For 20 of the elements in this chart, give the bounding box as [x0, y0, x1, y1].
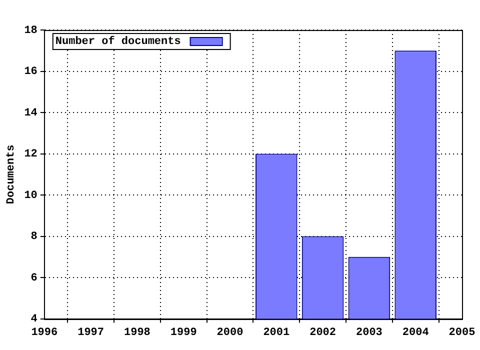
- y-tick-label: 16: [24, 66, 38, 78]
- x-tick-label: 2005: [448, 327, 476, 340]
- y-tick-label: 18: [24, 24, 38, 37]
- y-tick-label: 10: [24, 190, 38, 202]
- y-axis-title: Documents: [5, 144, 18, 204]
- y-tick-label: 12: [24, 148, 38, 161]
- x-tick-label: 2002: [310, 327, 336, 340]
- x-tick-label: 1997: [78, 327, 104, 340]
- x-tick-label: 1998: [124, 327, 151, 340]
- x-tick-label: 1999: [170, 327, 197, 340]
- x-tick-label: 1996: [31, 327, 58, 340]
- legend-label: Number of documents: [55, 34, 181, 48]
- x-tick-label: 2003: [356, 327, 383, 340]
- x-tick-label: 2000: [216, 327, 244, 340]
- y-tick-label: 6: [30, 272, 38, 284]
- y-tick-label: 14: [24, 107, 38, 120]
- x-tick-label: 2001: [263, 327, 290, 340]
- y-tick-label: 4: [30, 314, 38, 326]
- x-tick-label: 2004: [402, 327, 430, 340]
- y-tick-label: 8: [30, 231, 38, 244]
